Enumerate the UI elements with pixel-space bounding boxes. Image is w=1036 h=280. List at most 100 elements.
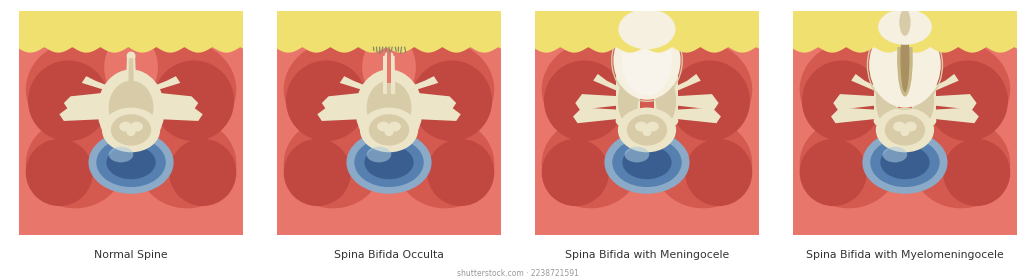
Polygon shape (382, 56, 387, 94)
Ellipse shape (284, 139, 351, 206)
Text: Spina Bifida Occulta: Spina Bifida Occulta (334, 250, 444, 260)
Polygon shape (931, 108, 979, 123)
Ellipse shape (642, 128, 652, 136)
Ellipse shape (126, 52, 136, 60)
Ellipse shape (359, 108, 419, 152)
Polygon shape (407, 105, 461, 121)
Ellipse shape (621, 34, 673, 101)
Ellipse shape (617, 108, 677, 152)
Polygon shape (149, 92, 198, 110)
Polygon shape (125, 56, 137, 94)
Ellipse shape (382, 40, 494, 139)
Ellipse shape (800, 139, 867, 206)
Polygon shape (927, 74, 958, 94)
Ellipse shape (873, 72, 898, 85)
Ellipse shape (685, 139, 752, 206)
Ellipse shape (646, 122, 659, 132)
Polygon shape (852, 74, 883, 94)
Polygon shape (615, 78, 640, 121)
Polygon shape (535, 0, 759, 44)
Polygon shape (573, 108, 621, 123)
Ellipse shape (617, 116, 677, 197)
Ellipse shape (97, 69, 165, 150)
Ellipse shape (102, 108, 161, 152)
Text: Spina Bifida with Myelomeningocele: Spina Bifida with Myelomeningocele (806, 250, 1004, 260)
Ellipse shape (131, 122, 143, 132)
Ellipse shape (119, 122, 132, 132)
Ellipse shape (544, 60, 625, 141)
Text: Spina Bifida with Meningocele: Spina Bifida with Meningocele (565, 250, 729, 260)
Ellipse shape (627, 114, 667, 146)
Ellipse shape (881, 146, 929, 179)
Ellipse shape (111, 114, 151, 146)
Polygon shape (59, 105, 113, 121)
Ellipse shape (124, 40, 236, 139)
Ellipse shape (377, 122, 390, 132)
Ellipse shape (355, 69, 423, 150)
Ellipse shape (153, 60, 234, 141)
Polygon shape (383, 56, 395, 94)
Ellipse shape (912, 119, 1010, 208)
Polygon shape (931, 94, 977, 110)
Ellipse shape (542, 139, 609, 206)
Ellipse shape (914, 78, 934, 123)
Ellipse shape (656, 78, 677, 123)
Polygon shape (277, 0, 501, 53)
Ellipse shape (542, 119, 640, 208)
Polygon shape (386, 58, 392, 92)
Polygon shape (407, 92, 456, 110)
Ellipse shape (542, 40, 654, 139)
Polygon shape (575, 94, 621, 110)
Ellipse shape (365, 146, 413, 179)
Ellipse shape (359, 116, 419, 197)
Ellipse shape (635, 122, 648, 132)
Ellipse shape (893, 122, 905, 132)
Polygon shape (635, 60, 659, 83)
Polygon shape (782, 0, 1028, 47)
Ellipse shape (26, 139, 93, 206)
Ellipse shape (623, 146, 671, 179)
Ellipse shape (654, 119, 752, 208)
Ellipse shape (369, 114, 409, 146)
Ellipse shape (363, 34, 415, 101)
Polygon shape (535, 11, 759, 235)
Ellipse shape (286, 60, 367, 141)
Ellipse shape (384, 128, 394, 136)
Ellipse shape (883, 147, 908, 162)
Ellipse shape (869, 22, 941, 108)
Polygon shape (831, 108, 879, 123)
Ellipse shape (169, 139, 236, 206)
Ellipse shape (800, 119, 898, 208)
Polygon shape (402, 76, 438, 94)
Ellipse shape (654, 72, 679, 85)
Ellipse shape (898, 40, 1010, 139)
Ellipse shape (102, 116, 161, 197)
Ellipse shape (617, 78, 638, 123)
Ellipse shape (367, 147, 392, 162)
Ellipse shape (640, 40, 752, 139)
Ellipse shape (367, 81, 411, 134)
Ellipse shape (879, 9, 931, 45)
Ellipse shape (109, 147, 134, 162)
Ellipse shape (875, 108, 934, 152)
Ellipse shape (28, 60, 109, 141)
Ellipse shape (109, 81, 153, 134)
Ellipse shape (873, 114, 898, 128)
Polygon shape (387, 49, 391, 83)
Polygon shape (128, 58, 134, 92)
Polygon shape (64, 92, 113, 110)
Ellipse shape (669, 60, 750, 141)
Ellipse shape (96, 138, 166, 187)
Polygon shape (82, 76, 118, 94)
Ellipse shape (284, 119, 382, 208)
Polygon shape (391, 56, 396, 94)
Ellipse shape (107, 146, 155, 179)
Polygon shape (524, 0, 770, 47)
Ellipse shape (622, 25, 672, 96)
Ellipse shape (862, 131, 948, 194)
Ellipse shape (346, 131, 432, 194)
Ellipse shape (625, 147, 650, 162)
Ellipse shape (388, 122, 401, 132)
Ellipse shape (870, 138, 940, 187)
Polygon shape (873, 78, 898, 121)
